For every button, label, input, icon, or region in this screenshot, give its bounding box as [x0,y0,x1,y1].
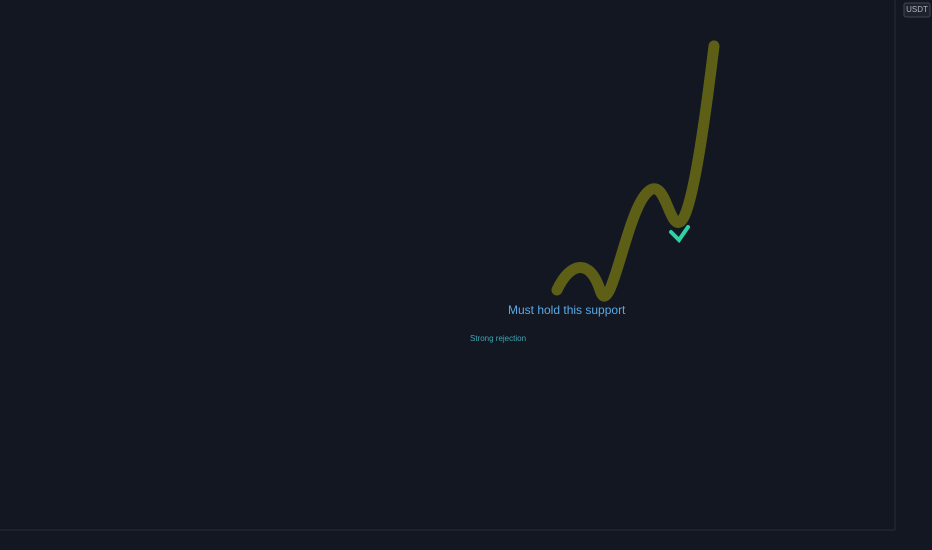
annotation: Must hold this support [508,303,626,317]
checkmark [669,225,690,244]
annotation: Strong rejection [470,334,526,343]
unit-label: USDT [906,5,928,14]
price-axis [895,0,932,550]
prediction-path [551,40,720,302]
unit-box [903,2,931,18]
